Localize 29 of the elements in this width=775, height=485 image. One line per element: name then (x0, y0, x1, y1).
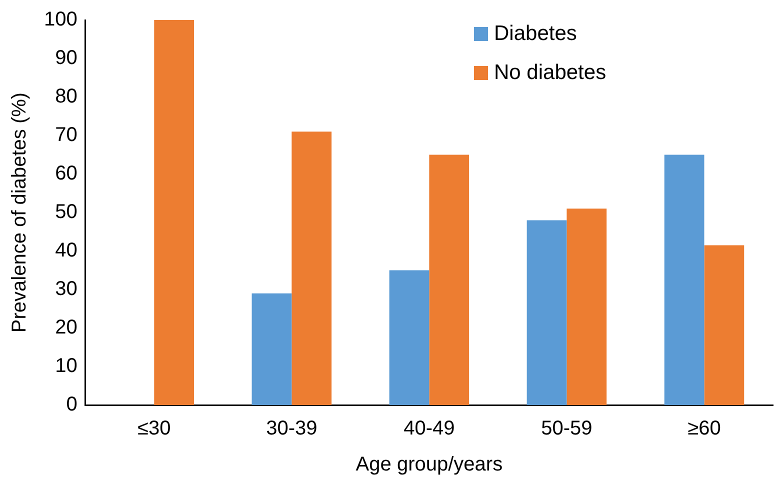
x-tick-label: 50-59 (541, 418, 592, 440)
y-tick-label: 90 (55, 47, 78, 70)
bar (292, 132, 332, 405)
bar (704, 245, 744, 405)
y-tick-label: 0 (66, 394, 78, 416)
y-tick-label: 50 (55, 201, 78, 224)
x-tick-label: 30-39 (266, 418, 318, 440)
y-tick-label: 40 (55, 240, 78, 262)
x-tick-label: ≤30 (138, 418, 171, 440)
bar (566, 208, 607, 405)
legend-label: Diabetes (494, 22, 577, 46)
bar (389, 270, 430, 405)
bar (252, 293, 292, 405)
y-tick-label: 30 (55, 278, 78, 300)
y-tick-label: 10 (55, 355, 78, 378)
legend-label: No diabetes (494, 60, 606, 84)
bar (664, 154, 704, 405)
y-tick-label: 60 (55, 162, 78, 185)
y-tick-label: 70 (55, 124, 78, 146)
bar (526, 220, 567, 405)
y-tick-label: 80 (55, 86, 78, 108)
x-tick-label: 40-49 (404, 418, 455, 440)
y-tick-label: 100 (44, 8, 78, 31)
y-tick-label: 20 (55, 316, 78, 339)
y-axis-title: Prevalence of diabetes (%) (8, 92, 31, 333)
x-axis-title: Age group/years (356, 454, 503, 476)
x-tick-label: ≥60 (688, 418, 721, 440)
bar (429, 154, 470, 405)
bar (154, 20, 194, 405)
